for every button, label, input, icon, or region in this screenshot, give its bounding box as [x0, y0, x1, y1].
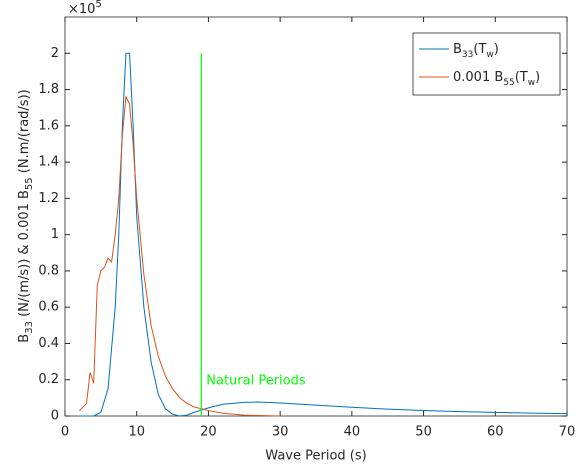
y-multiplier-base: ×10 — [68, 2, 95, 17]
x-tick-label: 40 — [344, 425, 361, 440]
y-axis-label-part: 33 — [24, 321, 35, 334]
y-tick-label: 1 — [51, 227, 59, 242]
y-tick-label: 2 — [51, 46, 59, 61]
y-axis-label: B33 (N/(m/s)) & 0.001 B55 (N.m/(rad/s)) — [17, 89, 36, 342]
y-axis-label-part: B — [17, 334, 32, 343]
x-tick-label: 10 — [128, 425, 145, 440]
y-tick-label: 1.8 — [38, 82, 59, 97]
series-line — [79, 52, 568, 417]
x-tick-label: 60 — [487, 425, 504, 440]
y-axis-label-part: 55 — [24, 177, 35, 190]
y-tick-label: 0.6 — [38, 300, 59, 315]
y-tick-label: 0 — [51, 409, 59, 424]
legend-box — [412, 32, 561, 96]
legend-label: 0.001 B55(Tw) — [453, 70, 540, 88]
x-tick-label: 30 — [272, 425, 289, 440]
legend-label-part: ) — [535, 70, 540, 85]
series-line — [78, 94, 281, 417]
x-tick-label: 50 — [415, 425, 432, 440]
legend-label-part: 0.001 B — [453, 70, 503, 85]
y-tick-label: 0.4 — [38, 336, 59, 351]
y-axis-label-part: (N.m/(rad/s)) — [17, 89, 32, 177]
y-tick-label: 1.2 — [38, 191, 59, 206]
x-axis-label: Wave Period (s) — [265, 449, 366, 464]
y-axis-label-part: (N/(m/s)) & 0.001 B — [17, 190, 32, 321]
legend-label-part: (T — [473, 42, 486, 57]
y-multiplier: ×105 — [68, 0, 102, 17]
legend-label-part: w — [528, 78, 535, 88]
legend-label-part: 55 — [503, 78, 514, 88]
x-tick-label: 70 — [559, 425, 576, 440]
y-tick-label: 0.2 — [38, 372, 59, 387]
y-tick-label: 1.6 — [38, 118, 59, 133]
y-tick-label: 0.8 — [38, 263, 59, 278]
legend-label-part: (T — [515, 70, 528, 85]
y-tick-label: 1.4 — [38, 155, 59, 170]
legend-label: B33(Tw) — [453, 42, 499, 60]
legend-label-part: ) — [494, 42, 499, 57]
legend-label-part: w — [486, 50, 493, 60]
legend-label-part: 33 — [462, 50, 473, 60]
natural-period-label: Natural Periods — [206, 374, 306, 389]
x-tick-label: 20 — [200, 425, 217, 440]
y-multiplier-exp: 5 — [95, 0, 101, 10]
legend-label-part: B — [453, 42, 462, 57]
x-tick-label: 0 — [61, 425, 69, 440]
